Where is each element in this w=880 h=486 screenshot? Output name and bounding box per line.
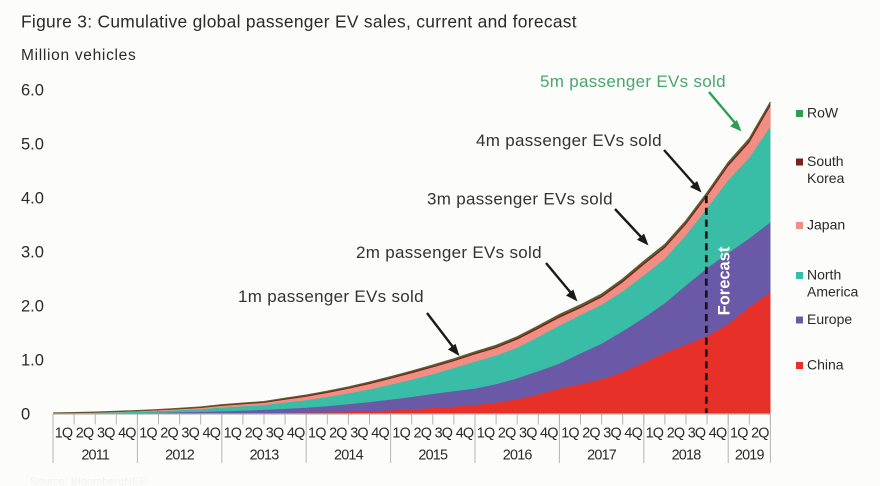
svg-text:1Q: 1Q xyxy=(561,426,579,442)
svg-text:2015: 2015 xyxy=(418,448,448,464)
svg-text:4Q: 4Q xyxy=(287,426,305,442)
svg-text:America: America xyxy=(807,284,859,300)
svg-text:3Q: 3Q xyxy=(97,426,115,442)
svg-text:4m passenger EVs sold: 4m passenger EVs sold xyxy=(476,131,662,150)
svg-text:3Q: 3Q xyxy=(181,426,199,442)
svg-text:2m passenger EVs sold: 2m passenger EVs sold xyxy=(356,243,542,262)
svg-text:North: North xyxy=(807,267,841,283)
svg-text:2011: 2011 xyxy=(81,448,110,464)
svg-text:3Q: 3Q xyxy=(688,426,706,442)
svg-text:5m passenger EVs sold: 5m passenger EVs sold xyxy=(540,72,726,91)
svg-text:RoW: RoW xyxy=(807,105,839,121)
svg-text:3Q: 3Q xyxy=(603,426,621,442)
svg-text:Japan: Japan xyxy=(807,217,845,233)
svg-text:1Q: 1Q xyxy=(646,426,664,442)
svg-text:1.0: 1.0 xyxy=(21,352,44,370)
svg-text:Europe: Europe xyxy=(807,311,852,327)
svg-text:2018: 2018 xyxy=(672,448,702,464)
svg-text:2Q: 2Q xyxy=(329,426,347,442)
svg-text:3Q: 3Q xyxy=(435,426,453,442)
svg-text:2Q: 2Q xyxy=(245,426,263,442)
svg-text:Korea: Korea xyxy=(807,170,845,186)
svg-text:2012: 2012 xyxy=(165,448,195,464)
svg-text:4Q: 4Q xyxy=(371,426,389,442)
svg-text:1Q: 1Q xyxy=(55,426,73,442)
svg-text:3.0: 3.0 xyxy=(21,244,44,262)
svg-text:4Q: 4Q xyxy=(709,426,727,442)
svg-text:2Q: 2Q xyxy=(413,426,431,442)
svg-text:1Q: 1Q xyxy=(477,426,495,442)
svg-text:1Q: 1Q xyxy=(392,426,410,442)
svg-text:1Q: 1Q xyxy=(730,426,748,442)
svg-text:2Q: 2Q xyxy=(751,426,769,442)
svg-text:2Q: 2Q xyxy=(582,426,600,442)
svg-text:2Q: 2Q xyxy=(76,426,94,442)
svg-text:6.0: 6.0 xyxy=(21,82,44,100)
svg-text:0: 0 xyxy=(21,406,30,424)
svg-text:2Q: 2Q xyxy=(667,426,685,442)
svg-text:4Q: 4Q xyxy=(202,426,220,442)
svg-text:4Q: 4Q xyxy=(540,426,558,442)
svg-text:1Q: 1Q xyxy=(308,426,326,442)
svg-text:2014: 2014 xyxy=(334,448,364,464)
svg-text:China: China xyxy=(807,357,844,373)
svg-text:2Q: 2Q xyxy=(160,426,178,442)
svg-text:2019: 2019 xyxy=(735,448,765,464)
svg-text:2Q: 2Q xyxy=(498,426,516,442)
svg-text:Million vehicles: Million vehicles xyxy=(21,47,136,64)
svg-text:2017: 2017 xyxy=(587,448,617,464)
svg-text:South: South xyxy=(807,153,844,169)
svg-text:4Q: 4Q xyxy=(456,426,474,442)
svg-text:3Q: 3Q xyxy=(350,426,368,442)
svg-text:5.0: 5.0 xyxy=(21,136,44,154)
svg-text:1Q: 1Q xyxy=(139,426,157,442)
svg-text:3Q: 3Q xyxy=(519,426,537,442)
svg-text:Source: BloombergNEF: Source: BloombergNEF xyxy=(30,476,146,486)
svg-text:Figure 3: Cumulative global pa: Figure 3: Cumulative global passenger EV… xyxy=(21,12,577,32)
svg-text:3Q: 3Q xyxy=(266,426,284,442)
svg-text:2013: 2013 xyxy=(250,448,280,464)
svg-text:3m passenger EVs sold: 3m passenger EVs sold xyxy=(427,190,613,209)
svg-text:1Q: 1Q xyxy=(224,426,242,442)
svg-text:4Q: 4Q xyxy=(118,426,136,442)
svg-text:2016: 2016 xyxy=(503,448,533,464)
svg-text:1m passenger EVs sold: 1m passenger EVs sold xyxy=(238,287,424,306)
svg-text:Forecast: Forecast xyxy=(716,246,734,315)
svg-text:4Q: 4Q xyxy=(624,426,642,442)
svg-text:2.0: 2.0 xyxy=(21,298,44,316)
svg-text:4.0: 4.0 xyxy=(21,190,44,208)
